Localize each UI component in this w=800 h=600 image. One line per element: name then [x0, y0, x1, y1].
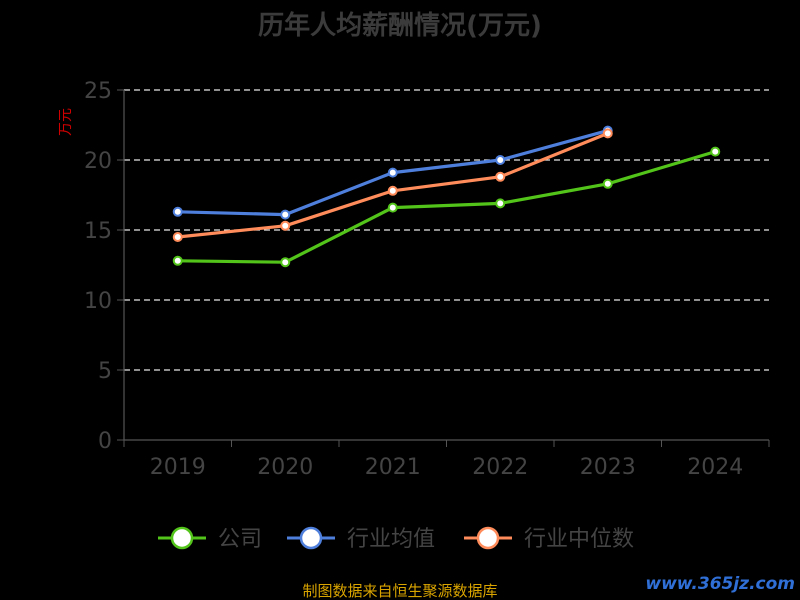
- legend-item[interactable]: 公司: [158, 526, 262, 552]
- series-line: [177, 150, 716, 264]
- y-tick-label: 5: [98, 359, 112, 384]
- y-axis-label: 万元: [58, 108, 74, 136]
- chart-title: 历年人均薪酬情况(万元): [258, 10, 542, 41]
- data-point[interactable]: [387, 185, 398, 196]
- data-point[interactable]: [172, 232, 183, 242]
- legend-marker: [170, 526, 194, 550]
- series-lines: [172, 125, 721, 268]
- legend-label: 行业均值: [347, 527, 435, 552]
- x-tick-label: 2024: [687, 455, 743, 480]
- data-point[interactable]: [387, 202, 398, 213]
- axes: 0 5 10 15 20 25 2019 2020 2021 2022 2023 2024: [84, 79, 770, 480]
- data-source-note: 制图数据来自恒生聚源数据库: [302, 582, 497, 600]
- x-tick-label: 2022: [472, 455, 528, 480]
- y-tick-label: 0: [98, 429, 112, 454]
- x-tick-label: 2020: [257, 455, 313, 480]
- y-tick-label: 10: [84, 289, 112, 314]
- x-tick-label: 2019: [150, 455, 206, 480]
- data-point[interactable]: [387, 167, 398, 178]
- data-point[interactable]: [172, 206, 183, 217]
- data-point[interactable]: [280, 257, 291, 268]
- x-tick-label: 2021: [365, 455, 421, 480]
- legend-marker: [476, 526, 500, 550]
- legend-label: 公司: [218, 527, 262, 552]
- data-point[interactable]: [710, 146, 721, 157]
- y-tick-label: 15: [84, 219, 112, 244]
- data-point[interactable]: [495, 171, 506, 182]
- y-tick-label: 25: [84, 79, 112, 104]
- grid-lines: [124, 89, 769, 371]
- site-watermark: www.365jz.com: [645, 574, 795, 594]
- data-point[interactable]: [172, 255, 183, 266]
- data-point[interactable]: [280, 209, 291, 220]
- y-tick-label: 20: [84, 149, 112, 174]
- legend-label: 行业中位数: [524, 527, 634, 552]
- x-tick-label: 2023: [580, 455, 636, 480]
- legend-marker: [299, 526, 323, 550]
- legend[interactable]: 公司 行业均值 行业中位数: [158, 526, 634, 552]
- legend-item[interactable]: 行业中位数: [464, 526, 634, 552]
- data-point[interactable]: [280, 220, 291, 231]
- data-point[interactable]: [495, 198, 506, 209]
- legend-item[interactable]: 行业均值: [287, 526, 435, 552]
- data-point[interactable]: [602, 128, 613, 139]
- data-point[interactable]: [495, 155, 506, 165]
- data-point[interactable]: [602, 178, 613, 189]
